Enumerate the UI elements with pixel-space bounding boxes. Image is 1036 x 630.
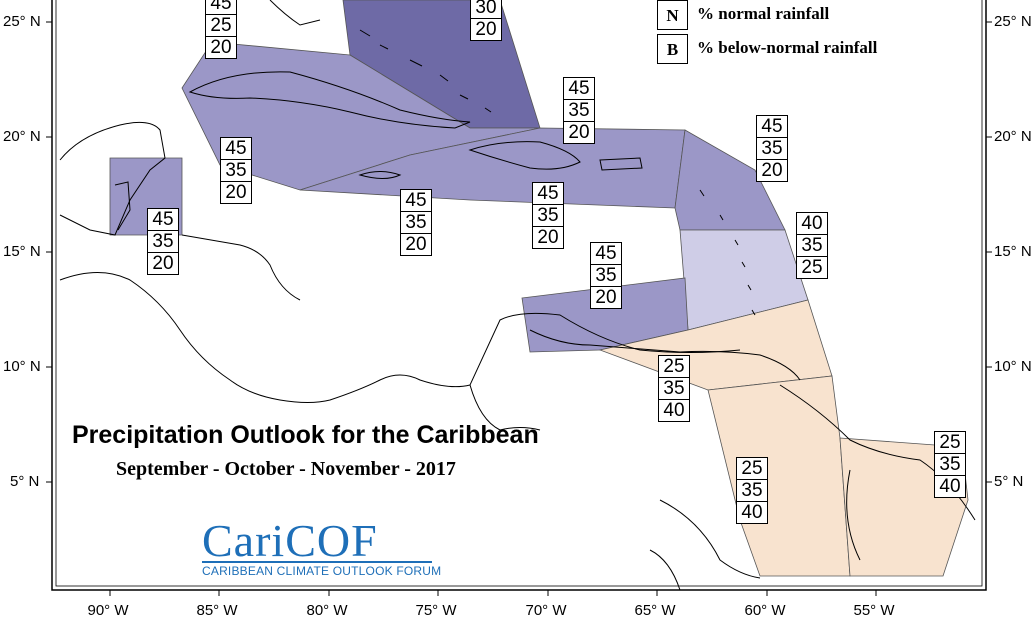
prob-box-hispaniola: 45 35 20 bbox=[532, 182, 564, 249]
lat-label: 20° N bbox=[3, 128, 41, 145]
yucatan-coast bbox=[59, 121, 166, 236]
prob-cell: 45 bbox=[400, 189, 432, 212]
prob-cell: 35 bbox=[934, 453, 966, 476]
prob-cell: 35 bbox=[532, 204, 564, 227]
prob-cell: 35 bbox=[400, 211, 432, 234]
lat-label: 10° N bbox=[3, 358, 41, 375]
lat-label: 15° N bbox=[994, 243, 1032, 260]
prob-box-french-guiana: 25 35 40 bbox=[934, 431, 966, 498]
legend-text-below-normal: % below-normal rainfall bbox=[697, 38, 878, 57]
venezuela-coast bbox=[529, 329, 801, 381]
prob-cell: 35 bbox=[756, 137, 788, 160]
prob-cell: 20 bbox=[147, 252, 179, 275]
prob-cell: 35 bbox=[796, 234, 828, 257]
prob-box-windward: 40 35 25 bbox=[796, 212, 828, 279]
legend-text-normal: % normal rainfall bbox=[697, 4, 830, 23]
prob-cell: 25 bbox=[205, 14, 237, 37]
logo-wordmark: CariCOF bbox=[202, 515, 378, 566]
caricof-logo: CariCOF CARIBBEAN CLIMATE OUTLOOK FORUM bbox=[198, 514, 442, 580]
lat-label: 5° N bbox=[994, 473, 1024, 490]
forecast-zones bbox=[109, 0, 969, 577]
prob-cell: 45 bbox=[205, 0, 237, 15]
bahamas-islands bbox=[359, 29, 492, 113]
map-subtitle: September - October - November - 2017 bbox=[116, 458, 456, 480]
caribbean-north-coast bbox=[181, 234, 301, 301]
prob-cell: 35 bbox=[220, 159, 252, 182]
prob-cell: 45 bbox=[590, 242, 622, 265]
florida-coast bbox=[269, 0, 321, 26]
prob-box-bahamas-east: 30 20 bbox=[470, 0, 502, 41]
prob-cell: 35 bbox=[658, 377, 690, 400]
prob-cell: 20 bbox=[756, 159, 788, 182]
lat-label: 10° N bbox=[994, 358, 1032, 375]
prob-cell: 40 bbox=[658, 399, 690, 422]
lon-label: 60° W bbox=[744, 602, 786, 619]
prob-cell: 20 bbox=[400, 233, 432, 256]
prob-cell: 35 bbox=[736, 479, 768, 502]
lon-label: 80° W bbox=[306, 602, 348, 619]
prob-cell: 45 bbox=[147, 208, 179, 231]
belize-coast bbox=[114, 181, 131, 231]
prob-cell: 25 bbox=[934, 431, 966, 454]
logo-tagline: CARIBBEAN CLIMATE OUTLOOK FORUM bbox=[202, 564, 442, 578]
map-title: Precipitation Outlook for the Caribbean bbox=[72, 421, 539, 449]
prob-cell: 20 bbox=[532, 226, 564, 249]
prob-cell: 45 bbox=[756, 115, 788, 138]
lon-label: 75° W bbox=[415, 602, 457, 619]
hispaniola-coast bbox=[468, 141, 581, 170]
lon-label: 90° W bbox=[87, 602, 129, 619]
prob-box-leeward: 45 35 20 bbox=[756, 115, 788, 182]
prob-box-abc: 45 35 20 bbox=[590, 242, 622, 309]
prob-cell: 40 bbox=[796, 212, 828, 235]
central-america-coast bbox=[59, 272, 741, 403]
zone-guyana bbox=[707, 375, 851, 577]
prob-cell: 45 bbox=[563, 77, 595, 100]
prob-cell: 25 bbox=[796, 256, 828, 279]
lat-label: 25° N bbox=[994, 13, 1032, 30]
prob-cell: 25 bbox=[658, 355, 690, 378]
prob-cell: 45 bbox=[220, 137, 252, 160]
prob-cell: 40 bbox=[736, 501, 768, 524]
prob-box-western-caribbean: 45 35 20 bbox=[220, 137, 252, 204]
prob-cell: 35 bbox=[147, 230, 179, 253]
lat-label: 15° N bbox=[3, 243, 41, 260]
south-america-interior bbox=[659, 469, 861, 579]
lat-label: 5° N bbox=[10, 473, 40, 490]
prob-cell: 20 bbox=[220, 181, 252, 204]
prob-cell: 45 bbox=[532, 182, 564, 205]
prob-cell: 25 bbox=[736, 457, 768, 480]
lat-label: 25° N bbox=[3, 13, 41, 30]
axis-ticks bbox=[46, 21, 992, 596]
colombia-coast bbox=[469, 384, 681, 591]
puerto-rico-coast bbox=[599, 157, 643, 171]
lon-label: 70° W bbox=[525, 602, 567, 619]
prob-box-jamaica: 45 35 20 bbox=[400, 189, 432, 256]
prob-cell: 40 bbox=[934, 475, 966, 498]
prob-box-bahamas-north: 45 25 20 bbox=[205, 0, 237, 59]
prob-cell: 20 bbox=[590, 286, 622, 309]
lon-label: 85° W bbox=[196, 602, 238, 619]
prob-cell: 20 bbox=[563, 121, 595, 144]
jamaica-coast bbox=[358, 171, 402, 179]
prob-cell: 20 bbox=[205, 36, 237, 59]
legend-key-below-normal: B bbox=[657, 34, 688, 64]
cuba-coast bbox=[188, 71, 471, 129]
lesser-antilles bbox=[699, 189, 756, 316]
lon-label: 55° W bbox=[853, 602, 895, 619]
legend-key-normal: N bbox=[657, 0, 688, 30]
prob-cell: 35 bbox=[563, 99, 595, 122]
lon-label: 65° W bbox=[634, 602, 676, 619]
prob-cell: 20 bbox=[470, 18, 502, 41]
logo-rule bbox=[202, 561, 432, 563]
prob-cell: 35 bbox=[590, 264, 622, 287]
prob-cell: 30 bbox=[470, 0, 502, 19]
map-frame-inner bbox=[55, 0, 983, 587]
prob-box-trinidad-venezuela: 25 35 40 bbox=[658, 355, 690, 422]
prob-box-cuba-bahamas: 45 35 20 bbox=[563, 77, 595, 144]
prob-box-belize: 45 35 20 bbox=[147, 208, 179, 275]
prob-box-guyana: 25 35 40 bbox=[736, 457, 768, 524]
lat-label: 20° N bbox=[994, 128, 1032, 145]
map-frame bbox=[51, 0, 987, 591]
